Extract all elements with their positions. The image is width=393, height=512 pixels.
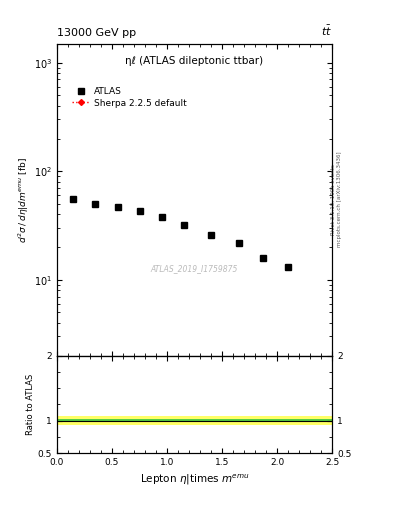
- ATLAS: [159, 214, 164, 220]
- Text: $t\bar{t}$: $t\bar{t}$: [321, 24, 332, 38]
- Text: ATLAS_2019_I1759875: ATLAS_2019_I1759875: [151, 264, 238, 273]
- Y-axis label: $d^2\sigma\,/\,d\eta|dm^{emu}$ [fb]: $d^2\sigma\,/\,d\eta|dm^{emu}$ [fb]: [17, 157, 31, 243]
- Line: ATLAS: ATLAS: [70, 196, 291, 270]
- ATLAS: [115, 204, 120, 210]
- ATLAS: [261, 254, 266, 261]
- ATLAS: [93, 201, 98, 207]
- ATLAS: [209, 231, 213, 238]
- Y-axis label: Rivet 3.1.10, 100k events
mcplots.cern.ch [arXiv:1306.3436]: Rivet 3.1.10, 100k events mcplots.cern.c…: [331, 152, 342, 247]
- Bar: [57, 419, 332, 422]
- Text: 13000 GeV pp: 13000 GeV pp: [57, 28, 136, 38]
- Text: ηℓ (ATLAS dileptonic ttbar): ηℓ (ATLAS dileptonic ttbar): [125, 56, 264, 66]
- Y-axis label: Ratio to ATLAS: Ratio to ATLAS: [26, 374, 35, 435]
- Bar: [57, 416, 332, 425]
- ATLAS: [137, 208, 142, 214]
- ATLAS: [236, 240, 241, 246]
- Legend: ATLAS, Sherpa 2.2.5 default: ATLAS, Sherpa 2.2.5 default: [70, 86, 189, 110]
- X-axis label: Lepton $\eta|$times $m^{emu}$: Lepton $\eta|$times $m^{emu}$: [140, 473, 250, 487]
- ATLAS: [286, 264, 290, 270]
- ATLAS: [71, 196, 76, 202]
- ATLAS: [181, 222, 186, 228]
